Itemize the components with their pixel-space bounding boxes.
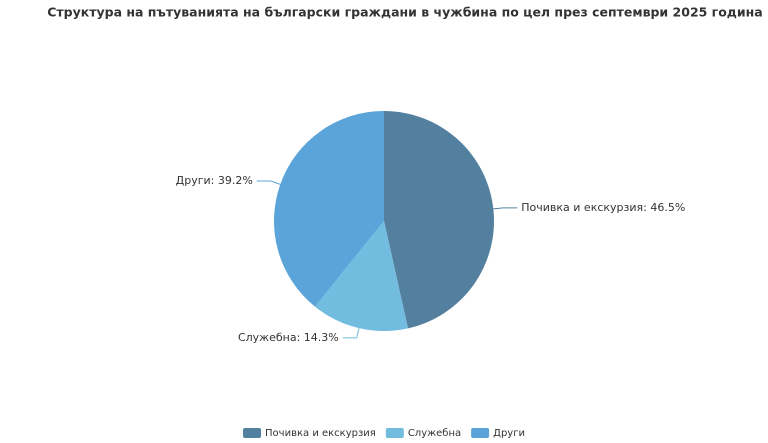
- legend-swatch[interactable]: [385, 428, 404, 438]
- data-label: Служебна: 14.3%: [238, 331, 339, 344]
- legend-label[interactable]: Други: [493, 428, 525, 439]
- pie-slice: [314, 221, 408, 331]
- leader-line: [256, 180, 281, 185]
- legend-swatch[interactable]: [471, 428, 490, 438]
- legend-label[interactable]: Почивка и екскурзия: [265, 428, 376, 439]
- data-label: Други: 39.2%: [176, 174, 253, 187]
- pie-slice: [274, 111, 384, 307]
- chart-title: Структура на пътуванията на български гр…: [47, 5, 762, 20]
- leader-line: [493, 207, 518, 210]
- legend-swatch[interactable]: [243, 428, 262, 438]
- pie-slice: [384, 111, 494, 329]
- data-label: Почивка и екскурзия: 46.5%: [521, 201, 685, 214]
- legend-label[interactable]: Служебна: [408, 428, 461, 439]
- leader-line: [342, 328, 360, 339]
